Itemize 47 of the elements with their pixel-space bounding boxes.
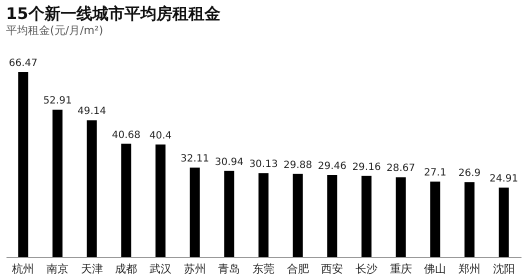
bar [362,176,372,257]
data-label: 32.11 [180,154,210,165]
x-tick-label: 沈阳 [492,262,515,276]
bar [190,168,200,257]
y-axis-title: 平均租金(元/月/m²) [6,24,104,37]
x-tick-label: 杭州 [11,262,34,276]
bar [121,144,132,257]
bar [156,144,166,257]
data-label: 40.4 [149,130,172,142]
x-tick-label: 佛山 [424,262,446,276]
bar [498,188,509,257]
bar [18,72,28,257]
bar [327,175,338,257]
bar [396,177,406,257]
x-tick-label: 苏州 [184,262,206,276]
bar [258,173,268,257]
x-tick-label: 武汉 [150,262,172,276]
data-label: 49.14 [78,106,106,118]
x-tick-label: 合肥 [286,262,309,276]
data-label: 28.67 [386,163,416,174]
bar [464,182,474,257]
x-tick-label: 重庆 [390,262,412,276]
bar [86,120,97,257]
x-tick-label: 长沙 [356,262,378,276]
x-tick-label: 东莞 [252,262,274,276]
data-label: 27.1 [424,168,446,179]
data-label: 52.91 [43,96,72,107]
data-label: 30.13 [249,159,278,170]
x-tick-label: 南京 [46,262,68,276]
x-tick-label: 青岛 [218,262,240,276]
data-label: 24.91 [490,174,518,185]
data-label: 30.94 [214,156,244,168]
data-label: 66.47 [8,58,38,69]
bar [292,174,303,257]
x-tick-label: 郑州 [458,262,480,276]
data-label: 26.9 [458,168,481,180]
bar [430,182,440,257]
x-tick-label: 天津 [80,262,103,276]
chart-title: 15个新一线城市平均房租租金 [6,4,220,23]
data-label: 29.46 [318,161,346,172]
bar [224,170,234,257]
x-tick-label: 西安 [321,262,344,276]
data-label: 29.16 [352,162,381,173]
bar [52,110,62,257]
data-label: 40.68 [112,130,140,141]
x-tick-label: 成都 [115,262,138,276]
data-label: 29.88 [284,160,312,171]
